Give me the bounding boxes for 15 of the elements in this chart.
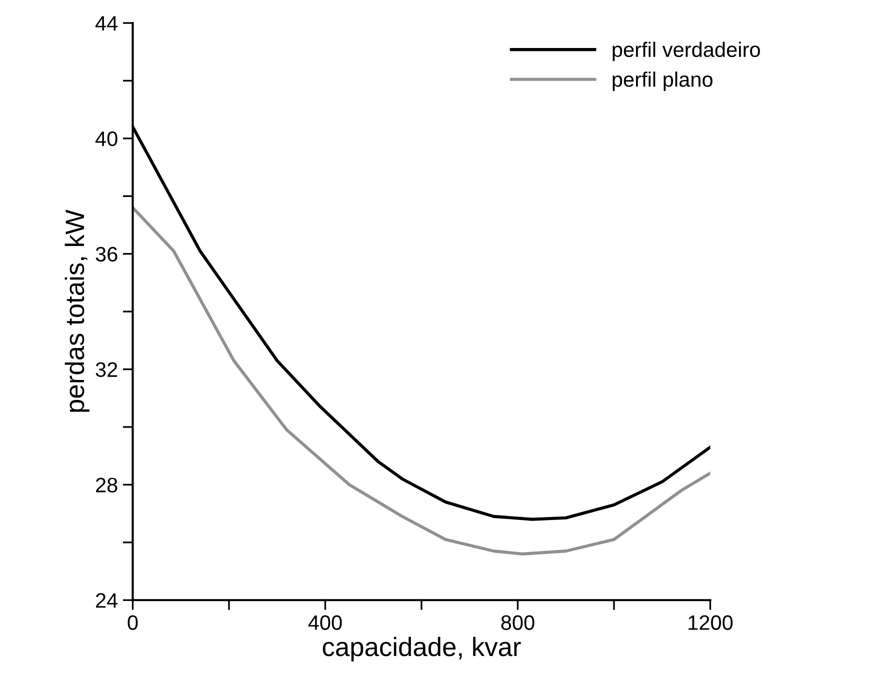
x-tick-label: 800	[501, 615, 534, 630]
x-axis-title: capacidade, kvar	[322, 636, 521, 662]
y-tick-label: 32	[96, 362, 118, 378]
legend-label: perfil verdadeiro	[612, 42, 760, 62]
y-tick-label: 24	[96, 593, 118, 608]
x-tick-label: 400	[308, 615, 342, 630]
y-tick-label: 36	[96, 246, 118, 262]
y-tick-label: 40	[95, 131, 118, 146]
y-tick-label: 28	[96, 478, 118, 492]
legend-label: perfil plano	[612, 72, 712, 92]
line-series	[132, 206, 710, 556]
x-tick-label: 0	[128, 615, 138, 630]
y-axis-title: perdas totais, kW	[64, 210, 90, 412]
y-tick-label: 44	[95, 16, 118, 31]
x-tick-label: 1200	[688, 615, 733, 630]
